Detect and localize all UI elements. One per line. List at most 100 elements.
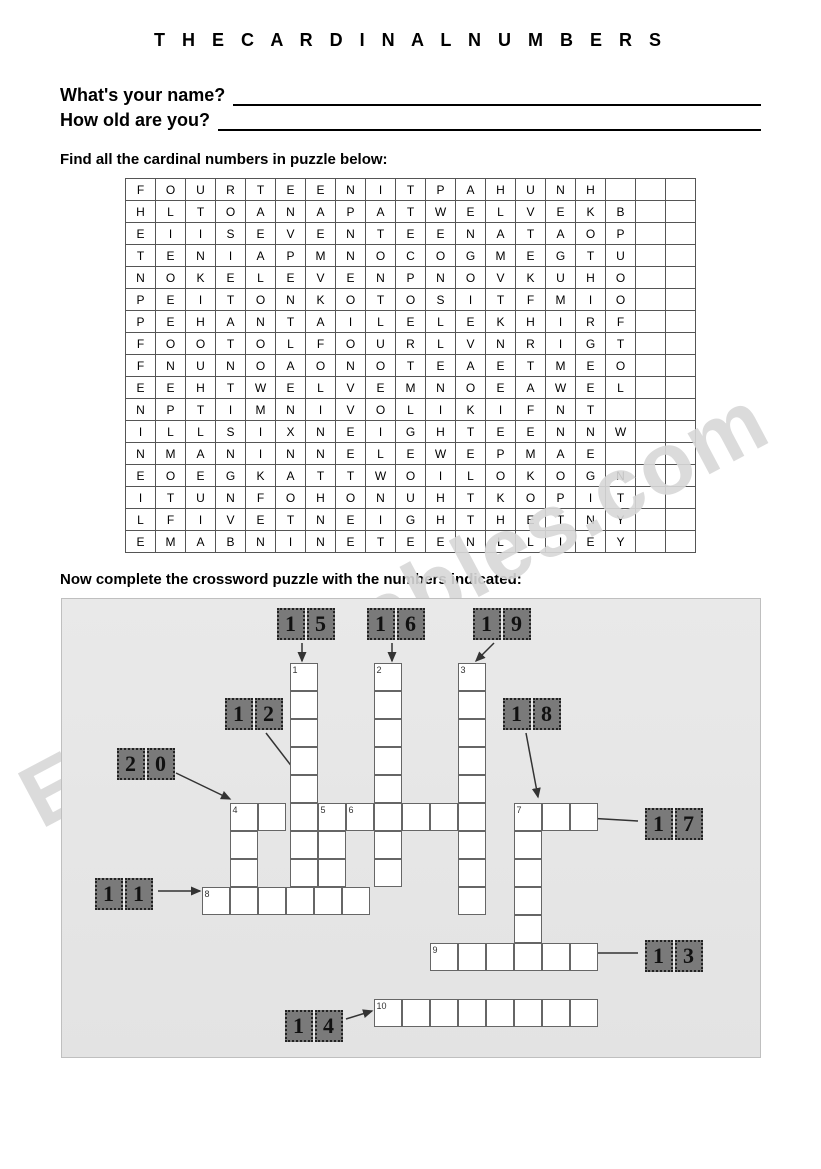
- crossword-cell[interactable]: [542, 803, 570, 831]
- wordsearch-cell: N: [306, 421, 336, 443]
- crossword-cell[interactable]: [318, 859, 346, 887]
- crossword-cell-number: 8: [205, 889, 210, 899]
- crossword-cell[interactable]: [458, 887, 486, 915]
- crossword-cell[interactable]: [290, 831, 318, 859]
- wordsearch-cell: I: [546, 333, 576, 355]
- crossword-cell[interactable]: [258, 803, 286, 831]
- crossword-cell[interactable]: [230, 859, 258, 887]
- wordsearch-cell: L: [276, 333, 306, 355]
- wordsearch-cell: E: [156, 377, 186, 399]
- crossword-cell[interactable]: [486, 999, 514, 1027]
- crossword-cell[interactable]: [458, 943, 486, 971]
- wordsearch-cell: I: [366, 509, 396, 531]
- wordsearch-cell: I: [486, 399, 516, 421]
- wordsearch-cell: E: [306, 179, 336, 201]
- wordsearch-cell: O: [606, 289, 636, 311]
- wordsearch-cell: I: [216, 399, 246, 421]
- crossword-cell[interactable]: [286, 887, 314, 915]
- crossword-cell[interactable]: [570, 999, 598, 1027]
- wordsearch-cell: V: [306, 267, 336, 289]
- wordsearch-cell: [666, 201, 696, 223]
- wordsearch-cell: F: [606, 311, 636, 333]
- crossword-cell[interactable]: [402, 803, 430, 831]
- crossword-cell[interactable]: [374, 691, 402, 719]
- wordsearch-cell: T: [456, 421, 486, 443]
- crossword-cell[interactable]: [458, 831, 486, 859]
- wordsearch-cell: O: [396, 289, 426, 311]
- wordsearch-cell: O: [396, 465, 426, 487]
- crossword-cell[interactable]: [230, 831, 258, 859]
- crossword-cell[interactable]: [458, 803, 486, 831]
- crossword-cell[interactable]: [486, 943, 514, 971]
- crossword-cell[interactable]: [374, 719, 402, 747]
- clue-digit: 1: [645, 808, 673, 840]
- crossword-cell[interactable]: [458, 775, 486, 803]
- crossword-cell[interactable]: [542, 999, 570, 1027]
- clue-arrow: [476, 643, 494, 661]
- wordsearch-cell: L: [156, 201, 186, 223]
- crossword-cell[interactable]: 4: [230, 803, 258, 831]
- wordsearch-cell: P: [396, 267, 426, 289]
- wordsearch-cell: L: [366, 443, 396, 465]
- crossword-cell[interactable]: [514, 859, 542, 887]
- wordsearch-cell: [636, 421, 666, 443]
- crossword-cell[interactable]: [514, 915, 542, 943]
- wordsearch-cell: E: [126, 465, 156, 487]
- crossword-cell[interactable]: [290, 803, 318, 831]
- crossword-cell[interactable]: [458, 691, 486, 719]
- crossword-cell[interactable]: [290, 719, 318, 747]
- crossword-cell[interactable]: [570, 803, 598, 831]
- crossword-cell[interactable]: [542, 943, 570, 971]
- crossword-cell[interactable]: [290, 775, 318, 803]
- crossword-cell[interactable]: [374, 803, 402, 831]
- clue-tile-19: 19: [470, 605, 534, 643]
- crossword-cell[interactable]: [430, 999, 458, 1027]
- crossword-cell[interactable]: [458, 999, 486, 1027]
- wordsearch-cell: O: [306, 355, 336, 377]
- crossword-cell[interactable]: [230, 887, 258, 915]
- crossword-cell[interactable]: 1: [290, 663, 318, 691]
- crossword-cell[interactable]: 10: [374, 999, 402, 1027]
- crossword-cell[interactable]: [458, 859, 486, 887]
- crossword-cell[interactable]: [258, 887, 286, 915]
- wordsearch-cell: F: [126, 179, 156, 201]
- clue-digit: 2: [255, 698, 283, 730]
- wordsearch-cell: I: [546, 531, 576, 553]
- crossword-cell[interactable]: [342, 887, 370, 915]
- crossword-cell[interactable]: [430, 803, 458, 831]
- crossword-cell[interactable]: [374, 859, 402, 887]
- crossword-cell[interactable]: 5: [318, 803, 346, 831]
- wordsearch-cell: L: [606, 377, 636, 399]
- wordsearch-cell: O: [246, 333, 276, 355]
- wordsearch-cell: [666, 421, 696, 443]
- crossword-cell[interactable]: 3: [458, 663, 486, 691]
- crossword-cell[interactable]: [374, 775, 402, 803]
- wordsearch-cell: I: [306, 399, 336, 421]
- crossword-cell[interactable]: [402, 999, 430, 1027]
- crossword-cell[interactable]: 9: [430, 943, 458, 971]
- wordsearch-cell: K: [306, 289, 336, 311]
- crossword-cell[interactable]: [458, 747, 486, 775]
- wordsearch-cell: F: [126, 355, 156, 377]
- crossword-cell[interactable]: [514, 943, 542, 971]
- clue-tile-14: 14: [282, 1007, 346, 1045]
- crossword-cell[interactable]: 2: [374, 663, 402, 691]
- crossword-cell[interactable]: [318, 831, 346, 859]
- crossword-cell[interactable]: 7: [514, 803, 542, 831]
- crossword-cell[interactable]: [314, 887, 342, 915]
- crossword-cell[interactable]: [290, 747, 318, 775]
- crossword-cell[interactable]: [570, 943, 598, 971]
- crossword-cell[interactable]: [374, 747, 402, 775]
- crossword-cell[interactable]: [514, 999, 542, 1027]
- crossword-cell[interactable]: 8: [202, 887, 230, 915]
- age-answer-line[interactable]: [218, 111, 761, 131]
- crossword-cell[interactable]: [458, 719, 486, 747]
- name-answer-line[interactable]: [233, 86, 761, 106]
- wordsearch-cell: F: [156, 509, 186, 531]
- crossword-cell[interactable]: [514, 831, 542, 859]
- crossword-cell[interactable]: 6: [346, 803, 374, 831]
- crossword-cell[interactable]: [514, 887, 542, 915]
- crossword-cell[interactable]: [290, 691, 318, 719]
- crossword-cell[interactable]: [290, 859, 318, 887]
- crossword-cell[interactable]: [374, 831, 402, 859]
